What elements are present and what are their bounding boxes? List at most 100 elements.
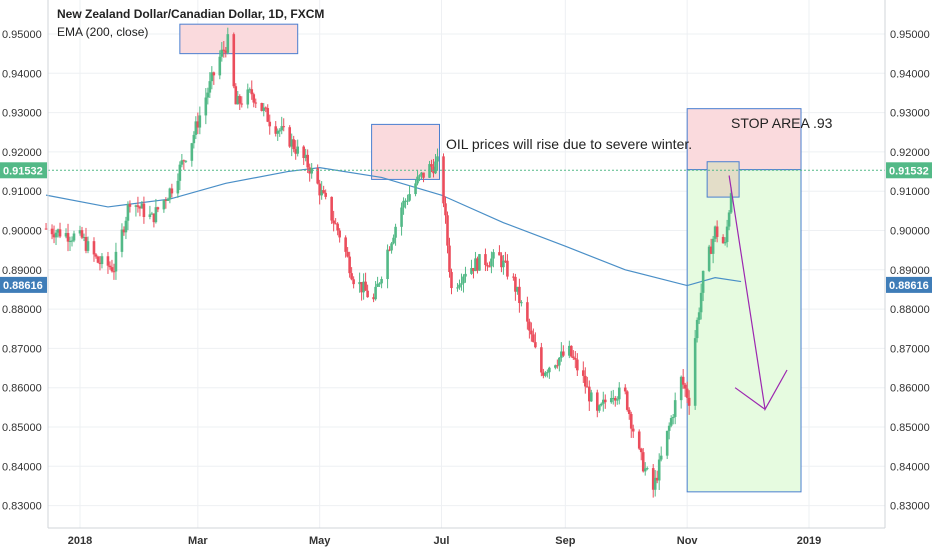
candle-body xyxy=(106,256,110,266)
candle-body xyxy=(434,161,437,174)
candle-body xyxy=(641,452,645,472)
candle-body xyxy=(679,376,683,401)
candle-body xyxy=(170,188,174,194)
candle-body xyxy=(206,92,210,98)
candle-body xyxy=(520,302,523,304)
candle-body xyxy=(92,241,96,255)
y-tick-label-left: 0.85000 xyxy=(2,422,42,434)
candle-body xyxy=(572,356,575,359)
candle-body xyxy=(246,89,250,105)
candles xyxy=(44,27,733,498)
candle-body xyxy=(402,200,405,208)
candle-body xyxy=(498,252,501,256)
y-tick-label-right: 0.83000 xyxy=(890,501,930,513)
x-tick-label: Nov xyxy=(677,535,699,547)
candle-body xyxy=(428,164,431,178)
candle-body xyxy=(380,279,383,284)
candle-body xyxy=(240,103,244,105)
candle-body xyxy=(266,108,270,122)
candle-body xyxy=(148,214,152,217)
candle-body xyxy=(470,268,473,274)
candle-body xyxy=(344,237,347,252)
candle-body xyxy=(138,206,142,209)
candle-body xyxy=(667,425,671,431)
candle-body xyxy=(500,255,503,268)
candle-body xyxy=(532,334,535,343)
candle-body xyxy=(372,297,375,300)
ema-line xyxy=(45,167,742,287)
candle-body xyxy=(492,252,495,259)
candle-body xyxy=(562,351,565,356)
y-tick-label-left: 0.89000 xyxy=(2,265,42,277)
current-top-box xyxy=(706,161,740,198)
candle-body xyxy=(124,220,128,233)
y-tick-label-right: 0.93000 xyxy=(890,108,930,120)
x-tick-label: 2019 xyxy=(797,535,821,547)
candle-body xyxy=(282,126,286,128)
candle-body xyxy=(418,175,421,177)
candle-body xyxy=(330,196,333,221)
candle-body xyxy=(472,268,475,272)
candle-body xyxy=(94,254,98,257)
candle-body xyxy=(488,266,491,268)
candle-body xyxy=(681,376,685,385)
candle-body xyxy=(176,180,180,194)
candle-body xyxy=(196,121,200,128)
candle-body xyxy=(376,283,379,287)
candle-body xyxy=(576,359,579,371)
candle-body xyxy=(548,367,551,373)
candle-body xyxy=(234,86,238,105)
candle-body xyxy=(98,262,102,265)
candle-body xyxy=(390,243,393,251)
candle-body xyxy=(322,190,325,193)
y-tick-label-left: 0.91000 xyxy=(2,186,42,198)
candle-body xyxy=(727,212,731,227)
candle-body xyxy=(318,183,321,196)
candle-body xyxy=(486,265,489,267)
candle-body xyxy=(358,282,361,285)
candle-body xyxy=(44,228,48,230)
candle-body xyxy=(490,258,493,267)
y-tick-label-left: 0.95000 xyxy=(2,29,42,41)
candle-body xyxy=(274,126,278,134)
candle-body xyxy=(280,126,284,131)
candle-body xyxy=(316,168,319,184)
candle-body xyxy=(134,205,138,207)
candle-body xyxy=(615,399,619,401)
candle-body xyxy=(70,240,74,242)
candle-body xyxy=(528,321,531,331)
candle-body xyxy=(350,273,353,280)
candle-body xyxy=(208,81,212,93)
candle-body xyxy=(374,286,377,300)
candle-body xyxy=(310,168,313,174)
y-tick-label-right: 0.88000 xyxy=(890,304,930,316)
candle-body xyxy=(725,226,729,243)
candle-body xyxy=(693,338,697,406)
candle-body xyxy=(570,345,573,357)
candle-body xyxy=(629,414,633,429)
candle-body xyxy=(430,164,433,167)
candle-body xyxy=(254,102,258,104)
candle-body xyxy=(406,200,409,202)
candle-body xyxy=(400,207,403,227)
stop-area-label: STOP AREA .93 xyxy=(731,115,833,131)
candle-body xyxy=(544,372,547,376)
y-tick-label-right: 0.90000 xyxy=(890,226,930,238)
candle-body xyxy=(288,127,292,147)
y-tick-label-right: 0.87000 xyxy=(890,343,930,355)
candle-body xyxy=(364,281,367,291)
candle-body xyxy=(603,399,607,403)
candle-body xyxy=(294,149,298,154)
candle-body xyxy=(540,347,543,373)
candle-body xyxy=(464,273,467,277)
candle-body xyxy=(631,428,635,432)
candle-body xyxy=(276,130,280,134)
candle-body xyxy=(164,200,168,202)
candle-body xyxy=(154,207,158,223)
x-tick-label: 2018 xyxy=(68,535,92,547)
candle-body xyxy=(617,387,621,400)
candle-body xyxy=(683,384,687,389)
candle-body xyxy=(180,160,184,165)
candle-body xyxy=(324,192,327,197)
